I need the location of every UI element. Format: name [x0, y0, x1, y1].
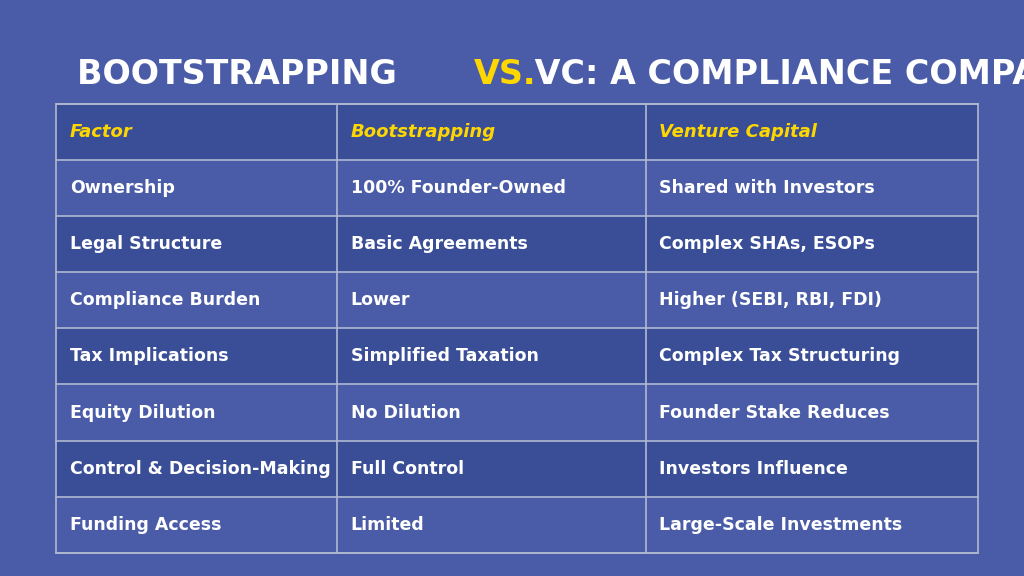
Text: VC: A COMPLIANCE COMPARISON: VC: A COMPLIANCE COMPARISON [523, 58, 1024, 92]
Bar [56, 385, 978, 441]
Bar [56, 216, 978, 272]
Text: Complex SHAs, ESOPs: Complex SHAs, ESOPs [659, 235, 876, 253]
Text: Complex Tax Structuring: Complex Tax Structuring [659, 347, 900, 365]
Text: Shared with Investors: Shared with Investors [659, 179, 876, 197]
Text: No Dilution: No Dilution [350, 404, 461, 422]
Text: Limited: Limited [350, 516, 425, 534]
Bar [56, 104, 978, 160]
Text: Control & Decision-Making: Control & Decision-Making [70, 460, 331, 478]
Text: Legal Structure: Legal Structure [70, 235, 222, 253]
Text: Founder Stake Reduces: Founder Stake Reduces [659, 404, 890, 422]
Text: BOOTSTRAPPING: BOOTSTRAPPING [77, 58, 409, 92]
Text: VS.: VS. [474, 58, 537, 92]
Text: Equity Dilution: Equity Dilution [70, 404, 215, 422]
Text: Simplified Taxation: Simplified Taxation [350, 347, 539, 365]
Bar [56, 272, 978, 328]
Text: Investors Influence: Investors Influence [659, 460, 848, 478]
Bar [56, 497, 978, 553]
Bar [56, 441, 978, 497]
Text: 100% Founder-Owned: 100% Founder-Owned [350, 179, 565, 197]
Bar [56, 104, 978, 553]
Text: Basic Agreements: Basic Agreements [350, 235, 527, 253]
Text: Ownership: Ownership [70, 179, 174, 197]
Text: Venture Capital: Venture Capital [659, 123, 817, 141]
Text: Factor: Factor [70, 123, 132, 141]
Text: Higher (SEBI, RBI, FDI): Higher (SEBI, RBI, FDI) [659, 291, 883, 309]
Text: Full Control: Full Control [350, 460, 464, 478]
Bar [56, 328, 978, 385]
Text: Compliance Burden: Compliance Burden [70, 291, 260, 309]
Text: Bootstrapping: Bootstrapping [350, 123, 496, 141]
Text: Tax Implications: Tax Implications [70, 347, 228, 365]
Bar [56, 160, 978, 216]
Text: Lower: Lower [350, 291, 411, 309]
Text: Funding Access: Funding Access [70, 516, 221, 534]
Text: Large-Scale Investments: Large-Scale Investments [659, 516, 903, 534]
